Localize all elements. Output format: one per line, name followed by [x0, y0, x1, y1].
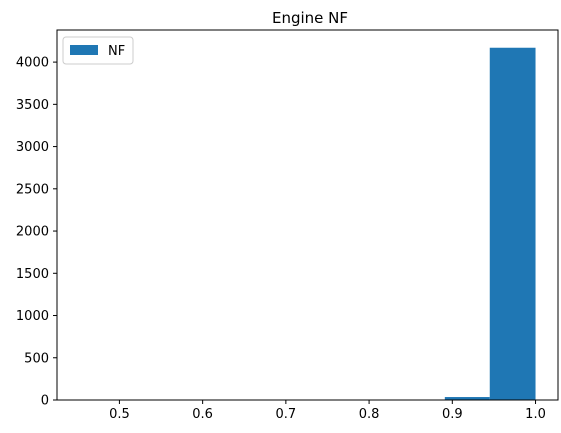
x-tick-label: 0.6 [192, 407, 213, 422]
bars-group [80, 47, 536, 401]
y-axis-ticks: 0 500 1000 1500 2000 2500 3000 3500 4000 [16, 56, 57, 409]
plot-frame [56, 29, 559, 401]
y-tick-label: 2000 [16, 225, 49, 240]
legend: NF [62, 36, 134, 65]
y-tick-label: 3000 [16, 140, 49, 155]
histogram-bar-9 [489, 47, 536, 401]
y-tick-label: 1000 [16, 309, 49, 324]
x-tick-label: 0.9 [442, 407, 463, 422]
histogram-bar-8 [444, 397, 490, 400]
y-tick-label: 1500 [16, 267, 49, 282]
legend-label: NF [108, 44, 125, 59]
y-tick-label: 4000 [16, 56, 49, 71]
x-tick-label: 0.5 [109, 407, 130, 422]
x-tick-label: 0.8 [359, 407, 380, 422]
chart-title: Engine NF [272, 9, 348, 27]
y-tick-label: 2500 [16, 182, 49, 197]
y-tick-label: 3500 [16, 98, 49, 113]
legend-swatch [70, 45, 98, 55]
y-tick-label: 500 [24, 351, 49, 366]
x-tick-label: 0.7 [276, 407, 297, 422]
x-axis-ticks: 0.5 0.6 0.7 0.8 0.9 1.0 [109, 400, 546, 422]
y-tick-label: 0 [41, 394, 49, 409]
x-tick-label: 1.0 [525, 407, 546, 422]
